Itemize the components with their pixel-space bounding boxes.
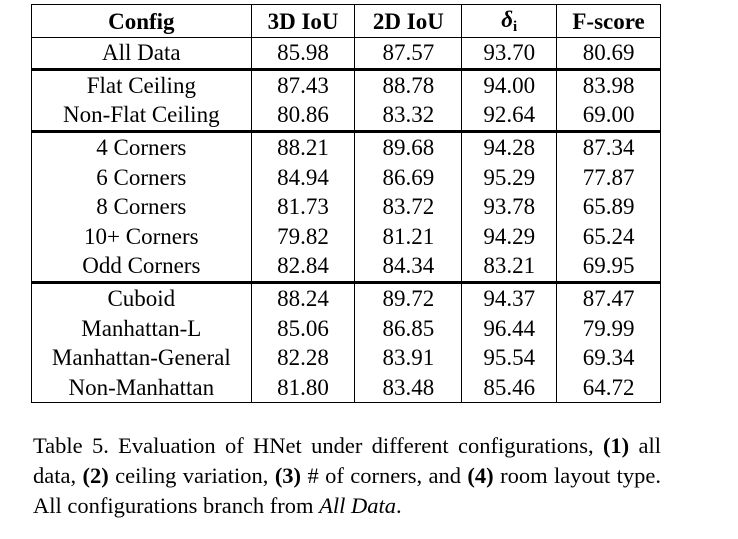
cell-3d-iou: 88.24 [250, 282, 356, 314]
table-row: 4 Corners 88.21 89.68 94.28 87.34 [31, 131, 661, 163]
table-caption: Table 5. Evaluation of HNet under differ… [33, 431, 661, 521]
cell-2d-iou: 83.32 [354, 100, 463, 133]
cell-3d-iou: 85.06 [250, 313, 356, 343]
table-row: 8 Corners 81.73 83.72 93.78 65.89 [31, 191, 661, 222]
cell-f-score: 64.72 [556, 372, 661, 404]
caption-marker-3: (3) [274, 463, 302, 488]
cell-f-score: 65.89 [556, 191, 661, 222]
caption-text-4: room layout type. All configurations bra… [33, 463, 661, 518]
cell-config: 10+ Corners [31, 221, 252, 252]
table-row: Odd Corners 82.84 84.34 83.21 69.95 [31, 251, 661, 284]
header-2d-iou: 2D IoU [354, 4, 463, 38]
header-config: Config [31, 4, 252, 38]
cell-2d-iou: 87.57 [354, 37, 463, 71]
table-header-row: Config 3D IoU 2D IoU δi F-score [31, 4, 661, 38]
cell-delta: 93.78 [461, 191, 558, 222]
caption-end: . [396, 493, 402, 518]
cell-3d-iou: 79.82 [250, 221, 356, 252]
cell-2d-iou: 86.69 [354, 162, 463, 192]
cell-2d-iou: 83.48 [354, 372, 463, 404]
delta-subscript: i [513, 18, 518, 35]
cell-delta: 85.46 [461, 372, 558, 404]
cell-delta: 95.29 [461, 162, 558, 192]
cell-2d-iou: 88.78 [354, 69, 463, 101]
table-row: Non-Flat Ceiling 80.86 83.32 92.64 69.00 [31, 100, 661, 133]
caption-text-3: # of corners, and [307, 463, 462, 488]
table-row: All Data 85.98 87.57 93.70 80.69 [31, 37, 661, 71]
cell-config: Flat Ceiling [31, 69, 252, 101]
cell-2d-iou: 81.21 [354, 221, 463, 252]
cell-2d-iou: 89.68 [354, 131, 463, 163]
table-row: 10+ Corners 79.82 81.21 94.29 65.24 [31, 221, 661, 252]
cell-delta: 94.00 [461, 69, 558, 101]
cell-config: Non-Manhattan [31, 372, 252, 404]
cell-config: Cuboid [31, 282, 252, 314]
cell-config: Non-Flat Ceiling [31, 100, 252, 133]
cell-f-score: 77.87 [556, 162, 661, 192]
cell-config: Odd Corners [31, 251, 252, 284]
cell-config: Manhattan-L [31, 313, 252, 343]
caption-reference: All Data [319, 493, 397, 518]
caption-text-2: ceiling variation, [115, 463, 269, 488]
cell-delta: 96.44 [461, 313, 558, 343]
cell-f-score: 69.95 [556, 251, 661, 284]
caption-marker-2: (2) [82, 463, 109, 488]
cell-delta: 94.29 [461, 221, 558, 252]
cell-2d-iou: 86.85 [354, 313, 463, 343]
cell-config: 4 Corners [31, 131, 252, 163]
cell-f-score: 79.99 [556, 313, 661, 343]
cell-3d-iou: 87.43 [250, 69, 356, 101]
cell-3d-iou: 82.28 [250, 342, 356, 373]
cell-delta: 95.54 [461, 342, 558, 373]
cell-3d-iou: 81.80 [250, 372, 356, 404]
cell-3d-iou: 81.73 [250, 191, 356, 222]
cell-f-score: 83.98 [556, 69, 661, 101]
caption-label: Table 5. Evaluation of HNet under differ… [33, 433, 594, 458]
results-table: Config 3D IoU 2D IoU δi F-score All Data… [31, 4, 661, 404]
cell-f-score: 65.24 [556, 221, 661, 252]
cell-config: Manhattan-General [31, 342, 252, 373]
cell-delta: 94.28 [461, 131, 558, 163]
cell-delta: 93.70 [461, 37, 558, 71]
cell-2d-iou: 83.72 [354, 191, 463, 222]
cell-delta: 83.21 [461, 251, 558, 284]
cell-2d-iou: 84.34 [354, 251, 463, 284]
cell-f-score: 69.00 [556, 100, 661, 133]
cell-f-score: 69.34 [556, 342, 661, 373]
table-row: Manhattan-General 82.28 83.91 95.54 69.3… [31, 342, 661, 373]
cell-2d-iou: 89.72 [354, 282, 463, 314]
cell-config: 6 Corners [31, 162, 252, 192]
caption-text-1: all data, [33, 433, 662, 488]
header-3d-iou: 3D IoU [250, 4, 356, 38]
cell-delta: 92.64 [461, 100, 558, 133]
cell-f-score: 80.69 [556, 37, 661, 71]
cell-3d-iou: 84.94 [250, 162, 356, 192]
cell-f-score: 87.34 [556, 131, 661, 163]
cell-3d-iou: 85.98 [250, 37, 356, 71]
table-row: Manhattan-L 85.06 86.85 96.44 79.99 [31, 313, 661, 343]
cell-3d-iou: 88.21 [250, 131, 356, 163]
caption-marker-4: (4) [467, 463, 494, 488]
table-row: Non-Manhattan 81.80 83.48 85.46 64.72 [31, 372, 661, 404]
cell-f-score: 87.47 [556, 282, 661, 314]
header-delta: δi [461, 4, 558, 38]
header-f-score: F-score [556, 4, 661, 38]
cell-3d-iou: 80.86 [250, 100, 356, 133]
delta-symbol: δ [501, 6, 513, 32]
caption-marker-1: (1) [602, 433, 630, 458]
table-row: Cuboid 88.24 89.72 94.37 87.47 [31, 282, 661, 314]
cell-config: 8 Corners [31, 191, 252, 222]
cell-2d-iou: 83.91 [354, 342, 463, 373]
cell-3d-iou: 82.84 [250, 251, 356, 284]
table-row: 6 Corners 84.94 86.69 95.29 77.87 [31, 162, 661, 192]
cell-delta: 94.37 [461, 282, 558, 314]
cell-config: All Data [31, 37, 252, 71]
table-row: Flat Ceiling 87.43 88.78 94.00 83.98 [31, 69, 661, 101]
